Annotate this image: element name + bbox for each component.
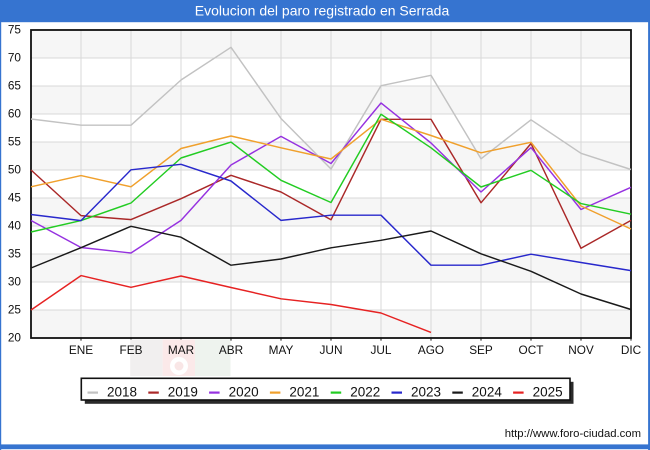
svg-text:20: 20 <box>8 330 22 344</box>
svg-text:JUL: JUL <box>371 343 392 357</box>
svg-text:40: 40 <box>8 218 22 232</box>
svg-text:ENE: ENE <box>69 343 93 357</box>
svg-text:75: 75 <box>8 22 22 36</box>
svg-text:MAY: MAY <box>269 343 294 357</box>
svg-text:30: 30 <box>8 274 22 288</box>
svg-text:MAR: MAR <box>168 343 194 357</box>
svg-text:JUN: JUN <box>320 343 343 357</box>
svg-text:AGO: AGO <box>418 343 444 357</box>
svg-text:http://www.foro-ciudad.com: http://www.foro-ciudad.com <box>505 428 641 440</box>
svg-text:NOV: NOV <box>568 343 594 357</box>
svg-text:2019: 2019 <box>168 385 198 400</box>
svg-text:2018: 2018 <box>107 385 137 400</box>
svg-text:25: 25 <box>8 302 22 316</box>
svg-text:45: 45 <box>8 190 22 204</box>
svg-text:50: 50 <box>8 162 22 176</box>
svg-text:2021: 2021 <box>289 385 319 400</box>
svg-text:60: 60 <box>8 106 22 120</box>
svg-text:2025: 2025 <box>533 385 563 400</box>
svg-text:65: 65 <box>8 78 22 92</box>
svg-text:2023: 2023 <box>411 385 441 400</box>
svg-text:35: 35 <box>8 246 22 260</box>
svg-text:2020: 2020 <box>229 385 259 400</box>
svg-text:ABR: ABR <box>219 343 243 357</box>
svg-text:Evolucion del paro registrado: Evolucion del paro registrado en Serrada <box>195 3 450 19</box>
svg-text:OCT: OCT <box>519 343 544 357</box>
svg-text:55: 55 <box>8 134 22 148</box>
svg-text:FEB: FEB <box>120 343 143 357</box>
svg-text:DIC: DIC <box>621 343 642 357</box>
svg-text:SEP: SEP <box>469 343 493 357</box>
svg-text:70: 70 <box>8 50 22 64</box>
svg-text:2022: 2022 <box>350 385 380 400</box>
svg-text:2024: 2024 <box>472 385 503 400</box>
